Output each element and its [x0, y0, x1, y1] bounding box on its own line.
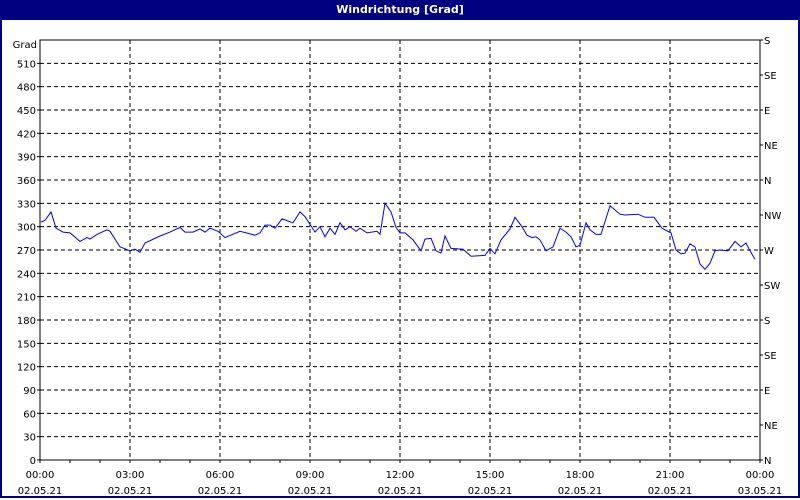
x-tick-date: 02.05.21 — [288, 486, 333, 497]
y-tick-label: 420 — [17, 129, 36, 140]
y2-tick-label: S — [764, 316, 770, 327]
x-tick-time: 06:00 — [206, 470, 235, 481]
y-tick-label: 480 — [17, 83, 36, 94]
y-tick-label: 300 — [17, 223, 36, 234]
x-tick-date: 02.05.21 — [108, 486, 153, 497]
y2-tick-label: NW — [764, 211, 781, 222]
y-tick-label: 150 — [17, 339, 36, 350]
y-tick-label: 90 — [23, 386, 36, 397]
y-tick-label: 360 — [17, 176, 36, 187]
y-tick-label: 240 — [17, 269, 36, 280]
x-tick-date: 02.05.21 — [648, 486, 693, 497]
y-tick-label: 390 — [17, 153, 36, 164]
x-tick-time: 15:00 — [476, 470, 505, 481]
y-tick-label: 330 — [17, 199, 36, 210]
y-tick-label: 30 — [23, 433, 36, 444]
y2-tick-label: N — [764, 456, 771, 467]
y2-tick-label: NE — [764, 421, 778, 432]
series-line — [40, 201, 756, 271]
x-tick-time: 00:00 — [26, 470, 55, 481]
y2-tick-label: NE — [764, 141, 778, 152]
y2-tick-label: S — [764, 36, 770, 47]
y-tick-label: 270 — [17, 246, 36, 257]
y2-tick-label: SW — [764, 281, 780, 292]
x-tick-time: 21:00 — [656, 470, 685, 481]
y2-tick-label: E — [764, 386, 770, 397]
x-tick-time: 09:00 — [296, 470, 325, 481]
x-tick-date: 02.05.21 — [378, 486, 423, 497]
y-tick-label: 120 — [17, 363, 36, 374]
y-tick-label: 0 — [30, 456, 36, 467]
y-tick-label: 450 — [17, 106, 36, 117]
y2-tick-label: SE — [764, 351, 777, 362]
y2-tick-label: E — [764, 106, 770, 117]
x-tick-date: 02.05.21 — [198, 486, 243, 497]
x-tick-time: 00:00 — [746, 470, 775, 481]
y-tick-label: 180 — [17, 316, 36, 327]
y-tick-label: 60 — [23, 409, 36, 420]
x-tick-date: 02.05.21 — [468, 486, 513, 497]
y2-tick-label: SE — [764, 71, 777, 82]
y2-tick-label: W — [764, 246, 774, 257]
y2-tick-label: N — [764, 176, 771, 187]
y-tick-label: 510 — [17, 59, 36, 70]
plot-frame — [39, 39, 761, 461]
x-tick-time: 03:00 — [116, 470, 145, 481]
x-tick-time: 18:00 — [566, 470, 595, 481]
window-title: Windrichtung [Grad] — [0, 0, 800, 20]
y-axis-label: Grad — [13, 40, 37, 51]
y-tick-label: 210 — [17, 293, 36, 304]
x-tick-date: 02.05.21 — [558, 486, 603, 497]
x-tick-time: 12:00 — [386, 470, 415, 481]
x-tick-date: 02.05.21 — [18, 486, 63, 497]
x-tick-date: 03.05.21 — [738, 486, 783, 497]
